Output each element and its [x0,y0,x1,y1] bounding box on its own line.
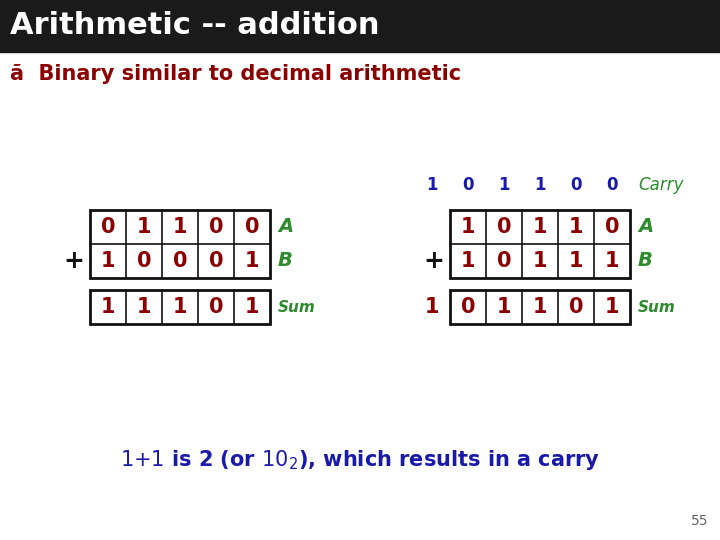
Text: 0: 0 [605,217,619,237]
Bar [90,210,270,278]
Text: 55: 55 [690,514,708,528]
Text: Sum: Sum [638,300,676,314]
Text: A: A [638,218,653,237]
Text: B: B [638,252,653,271]
Text: 1: 1 [461,251,475,271]
Text: 1: 1 [101,297,115,317]
Bar [450,290,630,324]
Text: 1: 1 [534,176,546,194]
Text: 0: 0 [461,297,475,317]
Text: 1: 1 [533,251,547,271]
Text: 0: 0 [570,176,582,194]
Text: 0: 0 [462,176,474,194]
Text: 0: 0 [497,217,511,237]
Text: $1{+}1$ is 2 (or $10_2$), which results in a carry: $1{+}1$ is 2 (or $10_2$), which results … [120,448,600,472]
Text: 1: 1 [137,217,151,237]
Text: ã  Binary similar to decimal arithmetic: ã Binary similar to decimal arithmetic [10,64,461,84]
Text: 1: 1 [569,217,583,237]
Text: 1: 1 [605,251,619,271]
Text: 1: 1 [137,297,151,317]
Text: 1: 1 [173,217,187,237]
Text: 1: 1 [461,217,475,237]
Text: 1: 1 [245,251,259,271]
Text: 1: 1 [498,176,510,194]
Text: 0: 0 [137,251,151,271]
Text: 1: 1 [497,297,511,317]
Bar [450,210,630,278]
Text: 0: 0 [173,251,187,271]
Text: 0: 0 [209,217,223,237]
Text: 0: 0 [497,251,511,271]
Text: A: A [278,218,293,237]
Text: 1: 1 [533,297,547,317]
Bar [0,0,720,52]
Text: 0: 0 [569,297,583,317]
Bar [90,290,270,324]
Text: 0: 0 [606,176,618,194]
Text: +: + [423,249,444,273]
Text: 1: 1 [426,176,438,194]
Text: 1: 1 [569,251,583,271]
Text: 0: 0 [209,297,223,317]
Text: Arithmetic -- addition: Arithmetic -- addition [10,11,379,40]
Text: 1: 1 [533,217,547,237]
Text: Sum: Sum [278,300,316,314]
Text: 0: 0 [101,217,115,237]
Text: 1: 1 [101,251,115,271]
Text: 0: 0 [209,251,223,271]
Text: +: + [63,249,84,273]
Text: 1: 1 [425,297,439,317]
Text: 0: 0 [245,217,259,237]
Text: 1: 1 [605,297,619,317]
Text: 1: 1 [245,297,259,317]
Text: B: B [278,252,293,271]
Text: 1: 1 [173,297,187,317]
Text: Carry: Carry [638,176,683,194]
